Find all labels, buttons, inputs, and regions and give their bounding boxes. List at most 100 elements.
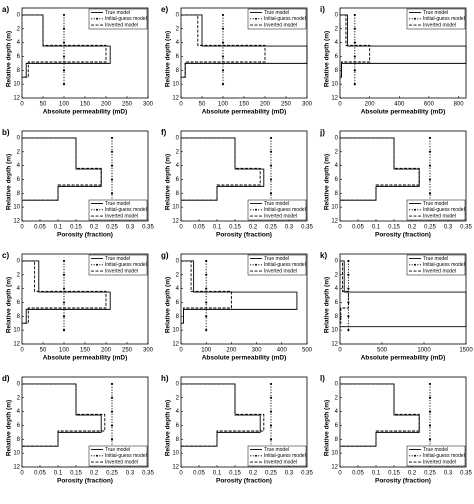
legend-box — [88, 199, 148, 221]
x-tick-label: 0.25 — [106, 471, 118, 477]
point-marker — [269, 192, 273, 195]
series-line — [340, 137, 420, 201]
y-tick-label: 6 — [17, 423, 21, 429]
x-tick-label: 250 — [122, 348, 133, 354]
y-tick-label: 10 — [13, 451, 20, 457]
y-tick-label: 4 — [335, 40, 339, 46]
x-tick-label: 0 — [20, 225, 24, 231]
point-marker — [62, 259, 66, 263]
point-marker — [269, 164, 273, 167]
plot-frame — [339, 376, 467, 468]
x-tick-label: 0.25 — [265, 471, 277, 477]
y-tick-label: 12 — [172, 219, 179, 225]
point-marker — [110, 438, 114, 441]
y-tick-label: 8 — [176, 68, 180, 74]
y-axis-label: Relative depth (m) — [6, 154, 13, 210]
y-tick-label: 4 — [335, 163, 339, 169]
point-marker — [353, 69, 356, 72]
legend-box — [406, 199, 466, 221]
x-tick-label: 0 — [179, 225, 183, 231]
x-tick-label: 100 — [59, 102, 70, 108]
x-axis-label: Porosity (fraction) — [216, 232, 272, 239]
y-tick-label: 10 — [331, 328, 338, 334]
legend-marker — [96, 17, 98, 20]
point-marker — [62, 69, 66, 72]
y-tick-label: 2 — [17, 26, 21, 32]
y-tick-label: 10 — [331, 82, 338, 88]
y-tick-label: 8 — [176, 314, 180, 320]
legend-label: True model — [264, 256, 289, 262]
y-tick-label: 6 — [176, 300, 180, 306]
point-marker — [353, 27, 356, 30]
legend-label: Initial-guess model — [105, 207, 147, 213]
y-tick-label: 12 — [331, 219, 338, 225]
y-axis-label: Relative depth (m) — [324, 31, 331, 87]
y-tick-label: 0 — [17, 382, 21, 388]
series-line — [181, 383, 265, 447]
x-tick-label: 50 — [40, 348, 47, 354]
y-tick-label: 10 — [13, 205, 20, 211]
legend-box — [247, 199, 307, 221]
x-tick-label: 0.2 — [249, 471, 258, 477]
x-tick-label: 0.1 — [372, 471, 381, 477]
point-marker — [347, 329, 350, 332]
x-tick-label: 300 — [302, 102, 313, 108]
x-axis-label: Absolute permeability (mD) — [43, 109, 128, 116]
x-tick-label: 600 — [424, 102, 435, 108]
legend-label: Initial-guess model — [423, 453, 465, 459]
x-tick-label: 0.15 — [229, 471, 241, 477]
x-tick-label: 0.05 — [193, 225, 205, 231]
x-tick-label: 0.25 — [424, 225, 436, 231]
panel-label: a) — [2, 5, 9, 14]
legend-label: Inverted model — [264, 268, 297, 274]
panel-label: f) — [161, 128, 167, 137]
y-tick-label: 12 — [13, 96, 20, 102]
x-axis-label: Absolute permeability (mD) — [361, 355, 446, 362]
point-marker — [221, 83, 225, 86]
x-axis-label: Porosity (fraction) — [375, 232, 431, 239]
x-tick-label: 150 — [80, 348, 91, 354]
y-tick-label: 0 — [335, 13, 339, 19]
point-marker — [110, 382, 114, 386]
y-tick-label: 0 — [176, 259, 180, 265]
y-tick-label: 6 — [17, 54, 21, 60]
y-tick-label: 10 — [13, 328, 20, 334]
legend-label: True model — [264, 201, 289, 207]
legend-label: Initial-guess model — [423, 207, 465, 213]
legend-marker — [96, 263, 98, 266]
y-tick-label: 0 — [335, 136, 339, 142]
panel-label: l) — [320, 374, 325, 383]
x-tick-label: 0.25 — [106, 225, 118, 231]
legend-marker — [414, 208, 416, 211]
legend-label: Inverted model — [264, 22, 297, 28]
point-marker — [62, 41, 66, 44]
y-tick-label: 2 — [17, 395, 21, 401]
x-axis-label: Absolute permeability (mD) — [202, 355, 287, 362]
y-tick-label: 10 — [172, 451, 179, 457]
y-axis-label: Relative depth (m) — [6, 277, 13, 333]
y-axis-label: Relative depth (m) — [6, 31, 13, 87]
x-tick-label: 0 — [20, 348, 24, 354]
y-tick-label: 2 — [176, 395, 180, 401]
legend-box — [406, 254, 466, 276]
y-tick-label: 2 — [335, 272, 339, 278]
plot-frame — [180, 130, 308, 222]
series-line — [181, 14, 308, 78]
y-tick-label: 12 — [13, 465, 20, 471]
x-tick-label: 200 — [101, 348, 112, 354]
y-tick-label: 6 — [335, 54, 339, 60]
x-tick-label: 200 — [260, 102, 271, 108]
x-tick-label: 0 — [338, 471, 342, 477]
y-tick-label: 4 — [17, 286, 21, 292]
panel-label: b) — [2, 128, 10, 137]
y-tick-label: 2 — [176, 272, 180, 278]
x-tick-label: 0.05 — [352, 225, 364, 231]
point-marker — [62, 13, 66, 17]
x-tick-label: 0.15 — [70, 225, 82, 231]
legend-label: Initial-guess model — [423, 262, 465, 268]
point-marker — [428, 178, 432, 181]
y-tick-label: 12 — [13, 342, 20, 348]
point-marker — [347, 315, 350, 318]
legend-marker — [414, 17, 416, 20]
x-tick-label: 50 — [199, 102, 206, 108]
